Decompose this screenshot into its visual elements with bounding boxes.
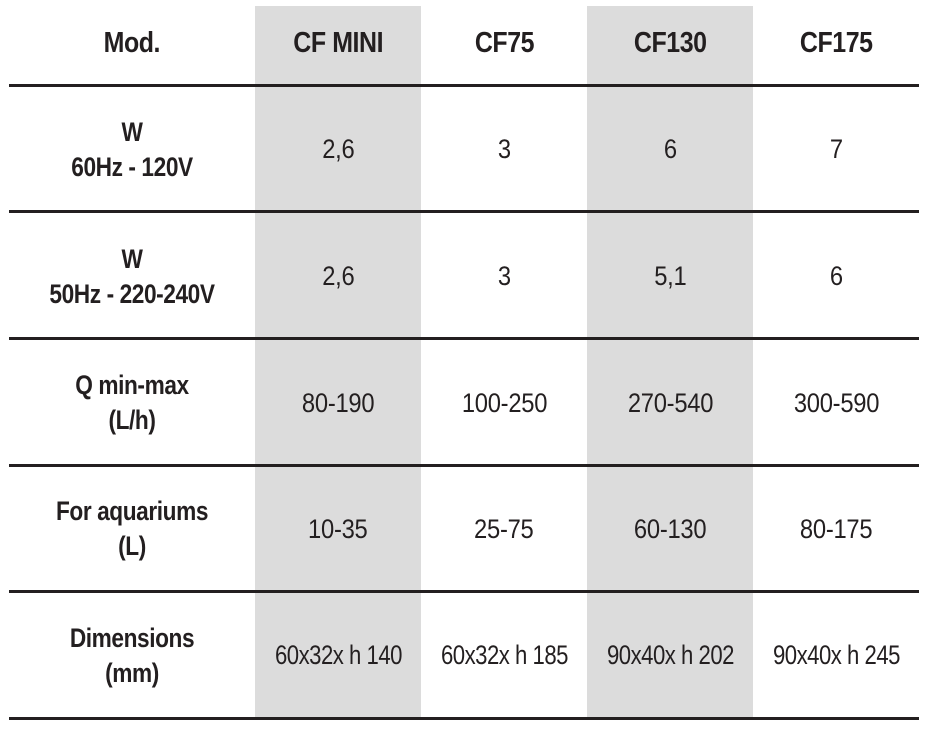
header-label: Mod. [103,26,161,59]
table-row-power-50hz: W 50Hz - 220-240V 2,6 3 5,1 6 [9,213,919,340]
row-label: W 50Hz - 220-240V [9,213,255,340]
row-divider [9,464,919,467]
table-cell: 60x32x h 140 [255,592,421,719]
cell-value: 270-540 [627,387,713,418]
row-label-line: W [121,243,143,274]
cell-value: 2,6 [321,134,355,164]
table-row-power-60hz: W 60Hz - 120V 2,6 3 6 7 [9,86,919,213]
header-model-cell: CF130 [587,0,753,86]
table-cell: 7 [753,86,919,213]
table-cell: 60-130 [587,466,753,592]
row-label-line: 60Hz - 120V [71,151,193,182]
row-label-line: (L/h) [108,405,156,435]
table-cell: 300-590 [753,340,919,466]
model-name-cf175: CF175 [799,26,873,59]
header-model-cell: CF75 [421,0,587,86]
cell-value: 6 [663,134,677,164]
row-label-line: 50Hz - 220-240V [49,278,215,309]
table-cell: 3 [421,213,587,340]
cell-value: 3 [497,261,511,291]
cell-value: 90x40x h 245 [772,640,900,670]
table-cell: 80-190 [255,340,421,466]
header-model-cell: CF MINI [255,0,421,86]
row-label: W 60Hz - 120V [9,86,255,213]
table-row-aquarium-size: For aquariums (L) 10-35 25-75 60-130 80-… [9,466,919,592]
cell-value: 10-35 [308,513,368,544]
cell-value: 80-190 [301,387,375,418]
model-name-cf75: CF75 [474,26,534,59]
row-label-line: W [121,116,143,147]
table-cell: 270-540 [587,340,753,466]
row-label: For aquariums (L) [9,466,255,592]
table-cell: 25-75 [421,466,587,592]
cell-value: 60x32x h 140 [274,640,402,670]
spec-table: Mod. CF MINI CF75 CF130 CF175 W 60Hz - 1… [9,0,919,719]
cell-value: 300-590 [793,387,879,418]
row-label-line: For aquariums [55,496,209,526]
cell-value: 60-130 [633,513,707,544]
row-label-line: Dimensions [69,622,195,653]
cell-value: 3 [497,134,511,164]
table-cell: 90x40x h 245 [753,592,919,719]
row-label: Q min-max (L/h) [9,340,255,466]
cell-value: 25-75 [474,513,534,544]
row-divider [9,337,919,340]
cell-value: 5,1 [653,261,687,291]
cell-value: 100-250 [461,387,547,418]
cell-value: 7 [829,134,843,164]
table-cell: 6 [587,86,753,213]
highlight-column-cf130 [587,6,753,719]
table-row-dimensions: Dimensions (mm) 60x32x h 140 60x32x h 18… [9,592,919,719]
row-divider [9,717,919,720]
row-label-line: (mm) [105,657,159,688]
table-cell: 3 [421,86,587,213]
table-cell: 2,6 [255,86,421,213]
table-cell: 5,1 [587,213,753,340]
header-row: Mod. CF MINI CF75 CF130 CF175 [9,0,919,86]
table-cell: 80-175 [753,466,919,592]
row-divider [9,210,919,213]
model-name-cf130: CF130 [633,26,707,59]
table-cell: 6 [753,213,919,340]
table-cell: 10-35 [255,466,421,592]
table-cell: 100-250 [421,340,587,466]
highlight-column-cf-mini [255,6,421,719]
cell-value: 2,6 [321,261,355,291]
row-label-line: (L) [118,531,146,561]
row-divider [9,590,919,593]
row-divider [9,84,919,87]
header-label-cell: Mod. [9,0,255,86]
table-cell: 90x40x h 202 [587,592,753,719]
cell-value: 60x32x h 185 [440,640,568,670]
cell-value: 80-175 [799,513,873,544]
table-cell: 60x32x h 185 [421,592,587,719]
table-row-flow-rate: Q min-max (L/h) 80-190 100-250 270-540 3… [9,340,919,466]
table-cell: 2,6 [255,213,421,340]
cell-value: 90x40x h 202 [606,640,734,670]
row-label: Dimensions (mm) [9,592,255,719]
header-model-cell: CF175 [753,0,919,86]
model-name-cf-mini: CF MINI [293,26,383,59]
row-label-line: Q min-max [75,370,189,400]
cell-value: 6 [829,261,843,291]
